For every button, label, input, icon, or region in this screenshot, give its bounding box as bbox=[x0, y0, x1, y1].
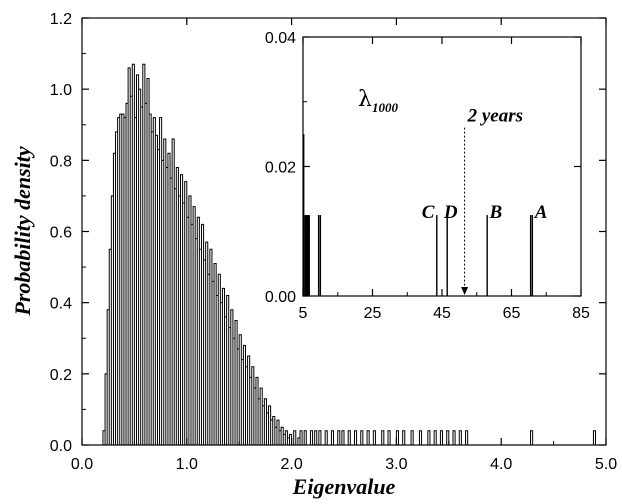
main-x-tick-label: 4.0 bbox=[490, 456, 512, 473]
inset-spikes bbox=[302, 134, 534, 296]
inset-x-tick-label: 65 bbox=[503, 305, 521, 322]
lambda-subscript: 1000 bbox=[372, 100, 399, 115]
two-years-arrow: 2 years bbox=[461, 106, 523, 295]
main-y-tick-label: 0.0 bbox=[50, 438, 72, 455]
histogram-series bbox=[102, 63, 597, 446]
main-x-tick-label: 3.0 bbox=[385, 456, 407, 473]
main-x-tick-label: 0.0 bbox=[71, 456, 93, 473]
main-x-tick-label: 2.0 bbox=[280, 456, 302, 473]
main-y-tick-label: 1.0 bbox=[50, 82, 72, 99]
inset-y-tick-labels: 0.00 0.02 0.04 bbox=[265, 30, 296, 306]
inset-plot-background bbox=[303, 37, 581, 296]
arrow-head bbox=[461, 287, 469, 295]
inset-x-tick-label: 25 bbox=[364, 305, 382, 322]
main-x-tick-label: 1.0 bbox=[176, 456, 198, 473]
inset-x-tick-label: 5 bbox=[299, 305, 308, 322]
x-axis-title: Eigenvalue bbox=[292, 474, 396, 499]
main-y-tick-labels: 0.0 0.2 0.4 0.6 0.8 1.0 1.2 bbox=[50, 11, 72, 455]
inset-y-tick-label: 0.02 bbox=[265, 160, 296, 177]
arrow-label: 2 years bbox=[467, 106, 523, 127]
inset-annotation-c: C bbox=[422, 202, 435, 223]
main-y-tick-label: 1.2 bbox=[50, 11, 72, 28]
main-y-tick-label: 0.2 bbox=[50, 367, 72, 384]
inset-x-tick-label: 45 bbox=[433, 305, 451, 322]
inset-annotation-d: D bbox=[443, 202, 458, 223]
inset-y-tick-label: 0.04 bbox=[265, 30, 296, 47]
main-x-tick-labels: 0.0 1.0 2.0 3.0 4.0 5.0 bbox=[71, 456, 617, 473]
main-y-tick-label: 0.6 bbox=[50, 225, 72, 242]
inset-plot-frame bbox=[302, 36, 582, 297]
main-y-tick-label: 0.4 bbox=[50, 296, 72, 313]
main-x-tick-label: 5.0 bbox=[595, 456, 617, 473]
main-y-tick-label: 0.8 bbox=[50, 153, 72, 170]
lambda-label: λ1000 bbox=[358, 87, 398, 115]
inset-annotation-a: A bbox=[534, 202, 548, 223]
inset-x-tick-label: 85 bbox=[572, 305, 590, 322]
y-axis-title: Probability density bbox=[10, 146, 35, 317]
inset-annotation-b: B bbox=[489, 202, 503, 223]
lambda-symbol: λ bbox=[358, 87, 372, 112]
inset-y-tick-label: 0.00 bbox=[265, 289, 296, 306]
inset-x-tick-labels: 5 25 45 65 85 bbox=[299, 305, 590, 322]
